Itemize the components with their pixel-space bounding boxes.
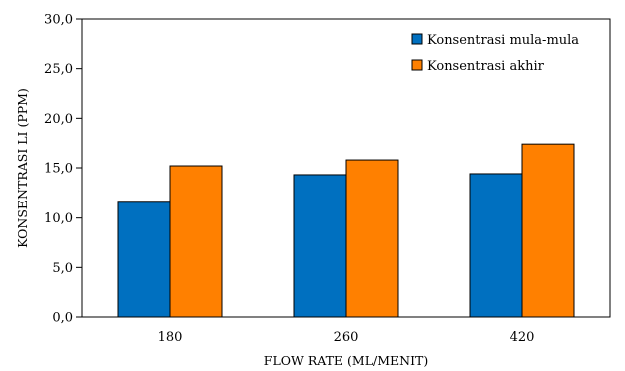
x-tick-label: 420 (510, 330, 535, 345)
bar-konsentrasi-akhir (345, 159, 399, 318)
bar-konsentrasi-mula-mula (117, 201, 171, 318)
legend-swatch (411, 59, 423, 71)
x-axis: 180 260 420 (158, 330, 535, 345)
y-tick-label: 20,0 (44, 112, 73, 127)
legend-label: Konsentrasi akhir (427, 59, 545, 74)
y-axis-title: KONSENTRASI LI (PPM) (15, 88, 30, 248)
y-tick-label: 5,0 (52, 261, 73, 276)
legend: Konsentrasi mula-mula Konsentrasi akhir (411, 33, 579, 74)
y-tick-label: 30,0 (44, 13, 73, 28)
x-tick-label: 180 (158, 330, 183, 345)
y-tick-label: 15,0 (44, 162, 73, 177)
y-tick-label: 10,0 (44, 211, 73, 226)
bar-konsentrasi-mula-mula (469, 173, 523, 318)
legend-label: Konsentrasi mula-mula (427, 33, 579, 48)
y-tick-label: 25,0 (44, 62, 73, 77)
x-tick-label: 260 (334, 330, 359, 345)
legend-swatch (411, 33, 423, 45)
bar-konsentrasi-akhir (169, 165, 223, 318)
y-axis: 0,0 5,0 10,0 15,0 20,0 25,0 30,0 (44, 13, 82, 326)
bar-konsentrasi-akhir (521, 143, 575, 318)
x-axis-title: FLOW RATE (ML/MENIT) (264, 353, 428, 368)
y-tick-label: 0,0 (52, 311, 73, 326)
bar-konsentrasi-mula-mula (293, 174, 347, 318)
bars (117, 143, 575, 318)
